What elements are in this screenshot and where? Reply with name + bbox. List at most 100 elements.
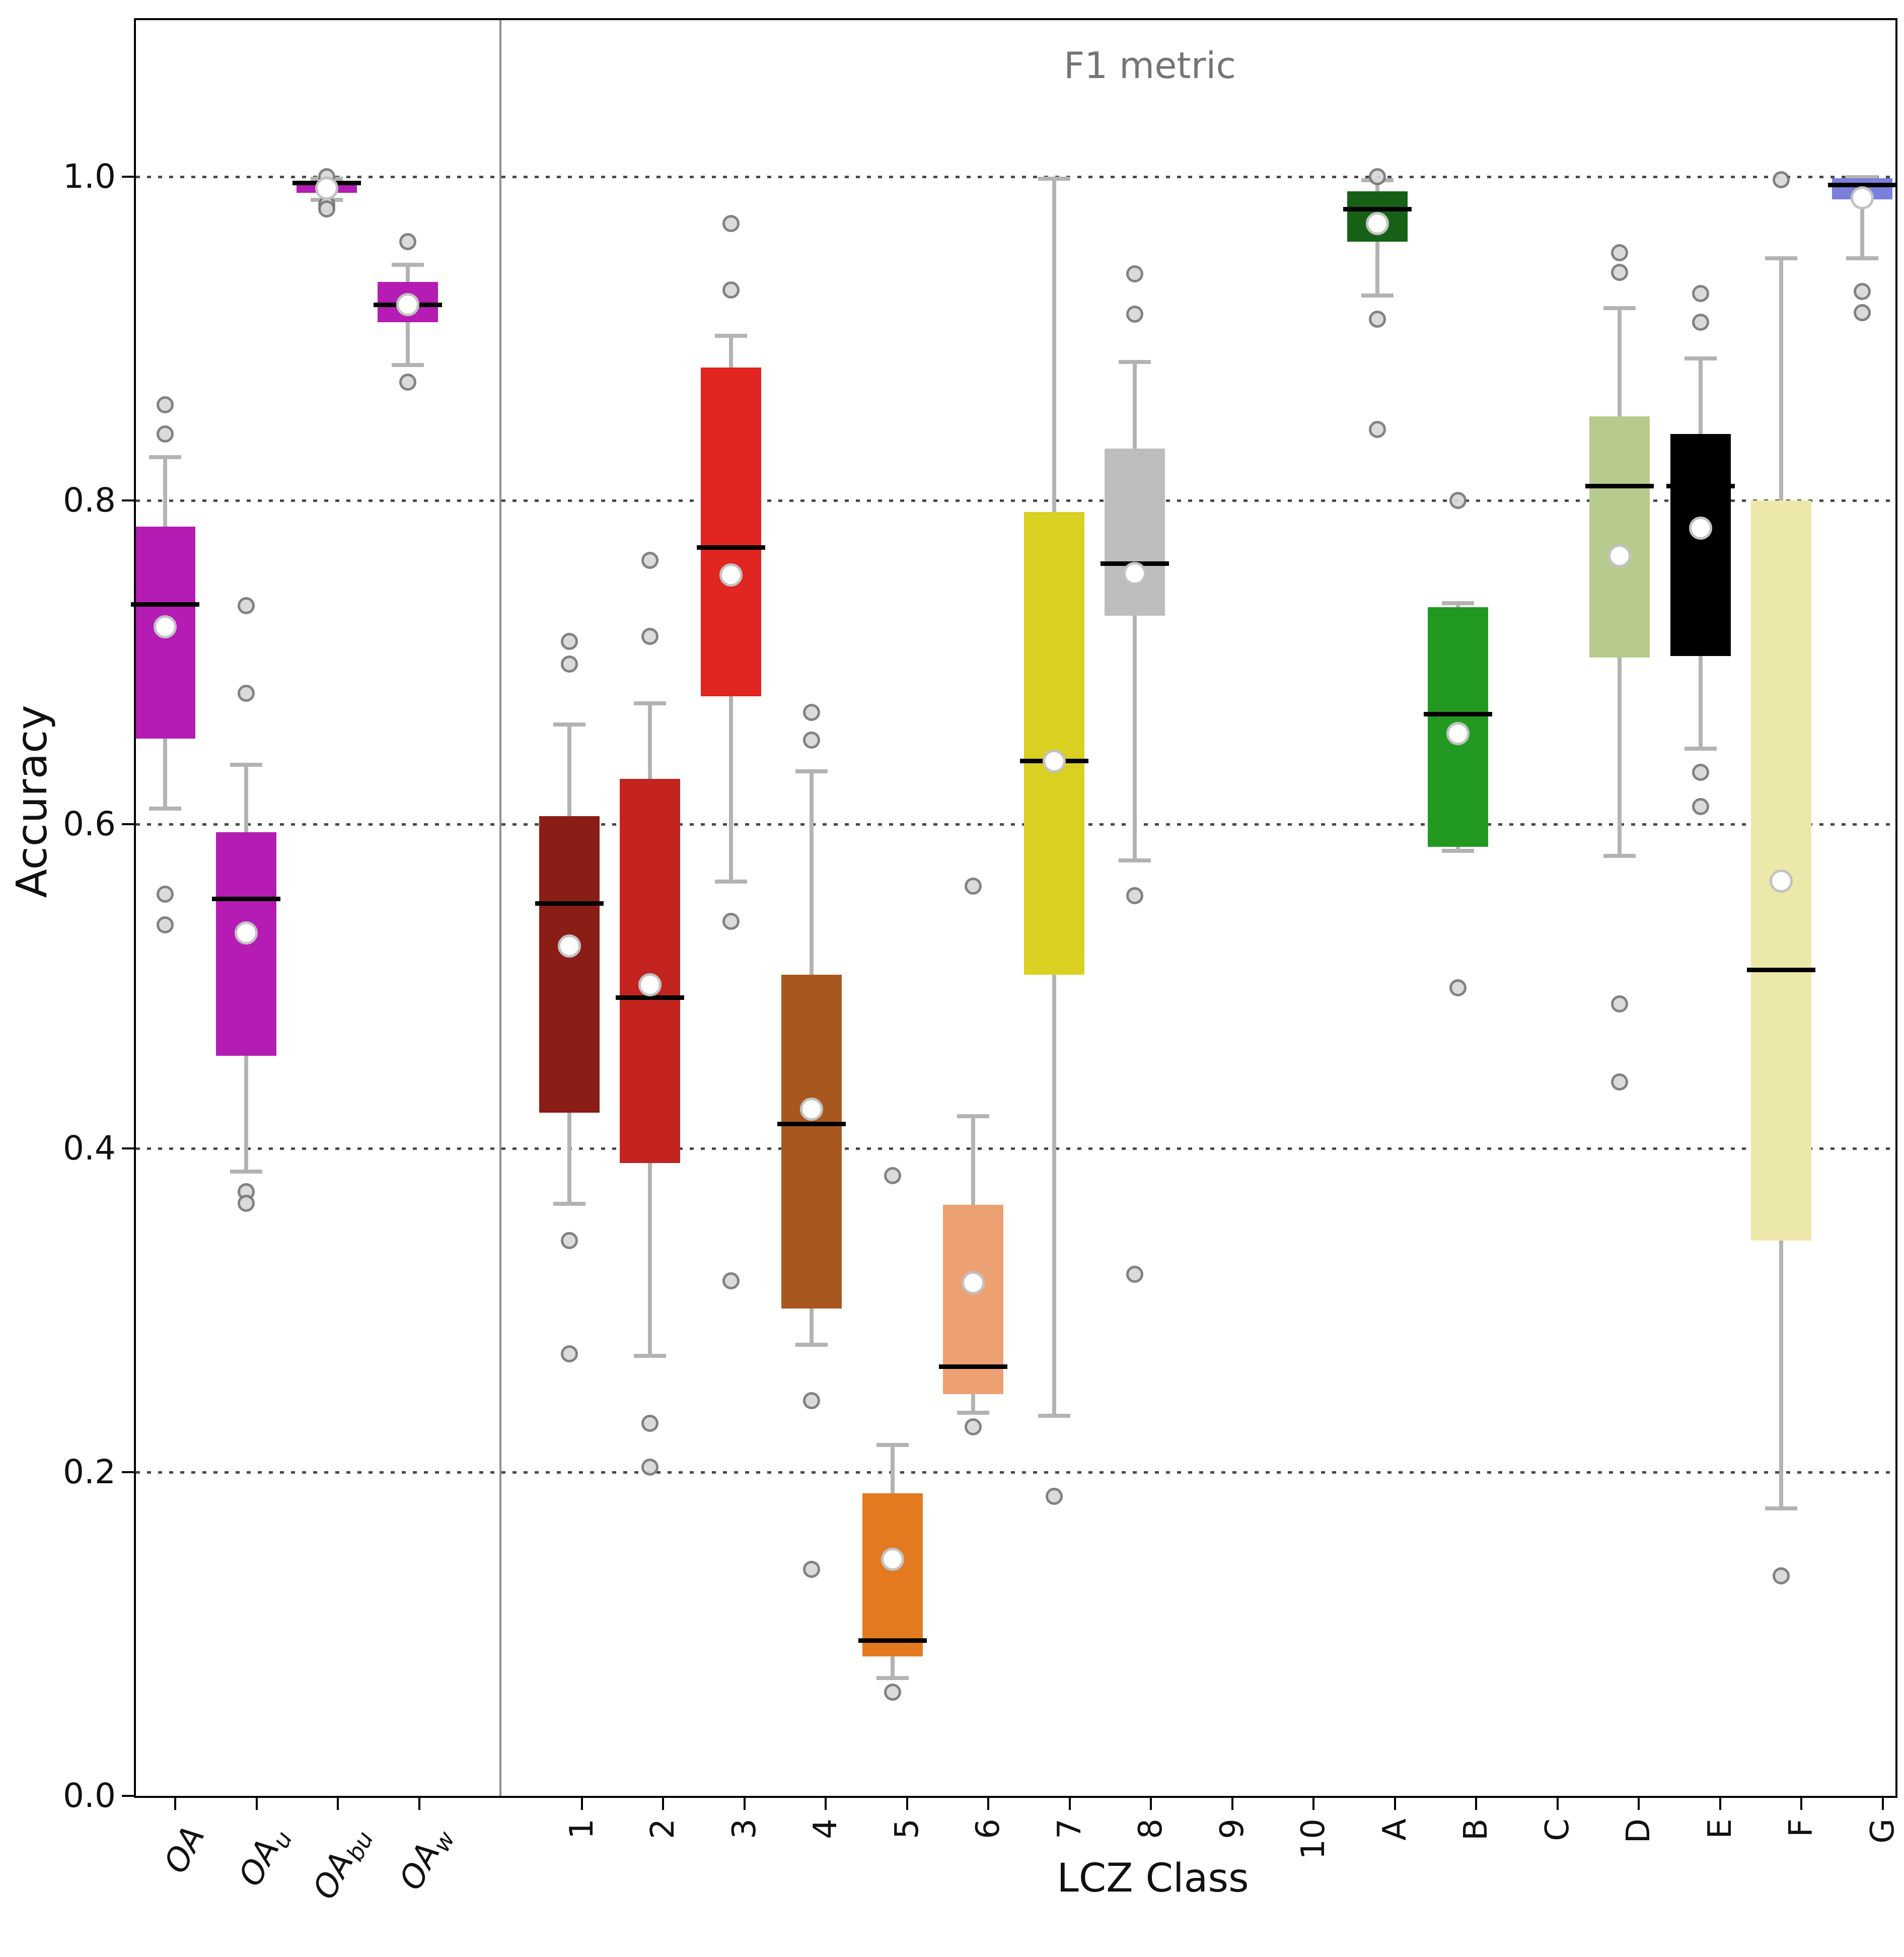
x-tick-label-9: 9 — [1213, 1819, 1251, 1839]
flier-D — [1611, 1073, 1628, 1091]
y-tick-label-0.4: 0.4 — [63, 1128, 116, 1168]
flier-5 — [884, 1167, 901, 1185]
x-tick — [337, 1796, 339, 1810]
x-axis-label: LCZ Class — [1057, 1856, 1249, 1901]
x-tick-label-1: 1 — [563, 1819, 601, 1839]
whisker-cap-upper-OA — [149, 455, 181, 460]
median-B — [1424, 712, 1492, 717]
y-tick — [122, 499, 136, 502]
flier-3 — [722, 281, 740, 299]
flier-OA — [237, 1194, 255, 1212]
whisker-cap-lower-D — [1603, 853, 1636, 858]
y-tick-label-0.6: 0.6 — [63, 805, 116, 844]
mean-OA — [396, 293, 419, 317]
whisker-upper-1 — [567, 724, 571, 817]
whisker-cap-upper-B — [1442, 601, 1474, 605]
whisker-upper-A — [1375, 180, 1379, 191]
mean-5 — [881, 1548, 904, 1571]
flier-3 — [722, 1272, 740, 1290]
whisker-cap-lower-6 — [957, 1410, 989, 1415]
x-tick — [418, 1796, 420, 1810]
y-tick-label-1.0: 1.0 — [63, 157, 116, 196]
flier-8 — [1126, 1266, 1143, 1283]
whisker-cap-lower-4 — [795, 1342, 828, 1347]
mean-D — [1608, 544, 1631, 567]
x-tick — [580, 1796, 583, 1810]
x-tick-label-2: 2 — [644, 1819, 682, 1839]
x-tick — [1475, 1796, 1477, 1810]
flier-D — [1611, 244, 1628, 262]
median-E — [1666, 483, 1735, 488]
flier-1 — [560, 1345, 578, 1363]
x-tick — [1068, 1796, 1071, 1810]
x-tick-label-E: E — [1701, 1819, 1739, 1839]
median-D — [1585, 483, 1654, 488]
x-tick — [987, 1796, 989, 1810]
flier-A — [1368, 420, 1386, 438]
flier-OA — [157, 396, 174, 414]
median-G — [1827, 182, 1896, 187]
whisker-upper-5 — [890, 1444, 895, 1493]
whisker-cap-lower-3 — [714, 879, 747, 884]
median-3 — [696, 545, 765, 550]
y-tick — [122, 176, 136, 178]
box-D — [1589, 416, 1650, 658]
mean-3 — [719, 563, 743, 587]
flier-G — [1853, 283, 1871, 301]
mean-OA — [315, 176, 338, 200]
whisker-cap-upper-3 — [714, 334, 747, 338]
box-7 — [1023, 512, 1084, 975]
mean-6 — [962, 1271, 985, 1294]
whisker-cap-upper-6 — [957, 1114, 989, 1119]
whisker-cap-lower-OA — [391, 363, 424, 368]
x-tick — [174, 1796, 176, 1810]
whisker-cap-lower-8 — [1119, 858, 1151, 863]
whisker-lower-5 — [890, 1656, 895, 1678]
x-tick — [1312, 1796, 1314, 1810]
flier-4 — [803, 704, 820, 721]
box-1 — [539, 816, 600, 1113]
flier-6 — [965, 1418, 982, 1435]
mean-OA — [234, 921, 258, 945]
median-OA — [131, 602, 199, 607]
flier-2 — [641, 552, 658, 569]
flier-E — [1692, 314, 1709, 331]
flier-D — [1611, 995, 1628, 1013]
x-tick — [825, 1796, 827, 1810]
box-6 — [943, 1205, 1003, 1395]
mean-OA — [154, 615, 177, 639]
whisker-cap-lower-G — [1846, 256, 1878, 260]
flier-6 — [965, 877, 982, 895]
whisker-cap-lower-7 — [1038, 1414, 1070, 1418]
mean-8 — [1123, 561, 1146, 585]
x-tick-label-C: C — [1539, 1819, 1576, 1841]
whisker-cap-upper-1 — [553, 722, 585, 727]
whisker-cap-lower-F — [1765, 1506, 1797, 1510]
flier-5 — [884, 1684, 901, 1701]
mean-B — [1446, 722, 1470, 746]
flier-OA — [399, 374, 416, 391]
flier-OA — [157, 425, 174, 443]
mean-1 — [557, 934, 581, 958]
median-1 — [535, 901, 604, 906]
x-tick-label-G: G — [1864, 1819, 1901, 1844]
flier-3 — [722, 913, 740, 930]
whisker-lower-E — [1698, 656, 1703, 749]
whisker-upper-OA — [244, 764, 248, 833]
flier-4 — [803, 1560, 820, 1578]
x-tick-label-A: A — [1376, 1819, 1414, 1841]
whisker-upper-4 — [810, 771, 814, 975]
x-tick — [1394, 1796, 1396, 1810]
y-axis-label: Accuracy — [7, 705, 56, 898]
whisker-cap-upper-7 — [1038, 177, 1070, 181]
whisker-lower-F — [1779, 1240, 1783, 1508]
whisker-lower-6 — [971, 1394, 975, 1412]
x-tick-label-8: 8 — [1132, 1819, 1169, 1839]
median-5 — [858, 1638, 927, 1643]
flier-2 — [641, 1459, 658, 1476]
whisker-cap-lower-5 — [876, 1676, 909, 1681]
median-F — [1747, 968, 1815, 973]
flier-A — [1368, 168, 1386, 185]
flier-3 — [722, 215, 740, 233]
median-2 — [616, 995, 684, 1000]
